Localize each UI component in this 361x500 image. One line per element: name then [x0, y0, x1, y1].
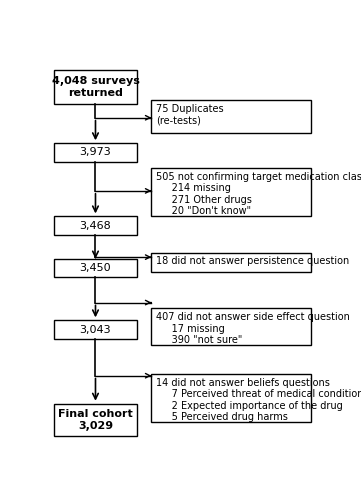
Text: 505 not confirming target medication classes
     214 missing
     271 Other dru: 505 not confirming target medication cla… [156, 172, 361, 216]
Text: 407 did not answer side effect question
     17 missing
     390 "not sure": 407 did not answer side effect question … [156, 312, 350, 346]
Text: 4,048 surveys
returned: 4,048 surveys returned [52, 76, 139, 98]
FancyBboxPatch shape [53, 258, 138, 277]
Text: 3,450: 3,450 [80, 263, 111, 273]
Text: 3,043: 3,043 [80, 324, 111, 334]
FancyBboxPatch shape [53, 70, 138, 104]
Text: 3,973: 3,973 [80, 148, 111, 158]
Text: 14 did not answer beliefs questions
     7 Perceived threat of medical condition: 14 did not answer beliefs questions 7 Pe… [156, 378, 361, 422]
Text: 75 Duplicates
(re-tests): 75 Duplicates (re-tests) [156, 104, 224, 126]
FancyBboxPatch shape [53, 404, 138, 436]
Text: 18 did not answer persistence question: 18 did not answer persistence question [156, 256, 350, 266]
FancyBboxPatch shape [53, 216, 138, 235]
FancyBboxPatch shape [152, 374, 311, 422]
Text: Final cohort
3,029: Final cohort 3,029 [58, 409, 133, 431]
FancyBboxPatch shape [53, 320, 138, 338]
FancyBboxPatch shape [53, 143, 138, 162]
FancyBboxPatch shape [152, 100, 311, 133]
FancyBboxPatch shape [152, 168, 311, 216]
FancyBboxPatch shape [152, 252, 311, 272]
FancyBboxPatch shape [152, 308, 311, 345]
Text: 3,468: 3,468 [80, 220, 111, 230]
